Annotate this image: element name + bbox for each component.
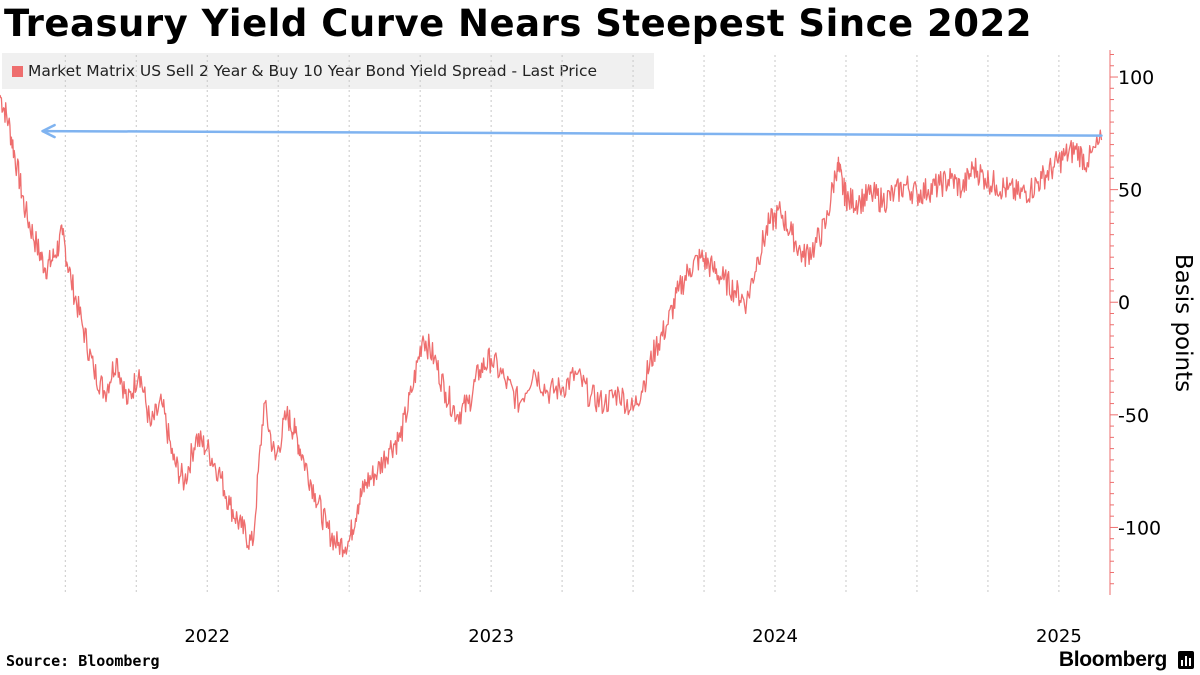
y-tick-label: -50 [1118,405,1149,427]
chart-title: Treasury Yield Curve Nears Steepest Sinc… [4,2,1032,45]
legend-swatch [12,65,23,77]
series-line [0,94,1103,558]
legend: Market Matrix US Sell 2 Year & Buy 10 Ye… [2,53,654,89]
annotation-arrow-line [41,129,1103,137]
y-tick-label: 100 [1118,67,1154,89]
source-note: Source: Bloomberg [6,652,160,670]
y-tick-label: 50 [1118,180,1142,202]
series-layer [0,94,1103,558]
annotation-arrow-head [41,123,56,139]
y-axis-label: Basis points [1170,254,1196,392]
brand-logo-text: Bloomberg [1058,648,1167,671]
x-tick-label: 2025 [1036,626,1082,647]
annotation-layer [41,123,1103,139]
y-tick-label: 0 [1118,292,1130,314]
y-axis: -100 -50 0 50 100 [1109,50,1161,595]
x-tick-label: 2022 [184,626,230,647]
x-axis: 2022 2023 2024 2025 [184,626,1081,647]
x-tick-label: 2023 [468,626,514,647]
bar-chart-icon [1178,651,1194,669]
x-tick-label: 2024 [752,626,798,647]
y-tick-label: -100 [1118,517,1161,539]
grid-lines [64,55,1060,595]
legend-label: Market Matrix US Sell 2 Year & Buy 10 Ye… [28,62,598,80]
